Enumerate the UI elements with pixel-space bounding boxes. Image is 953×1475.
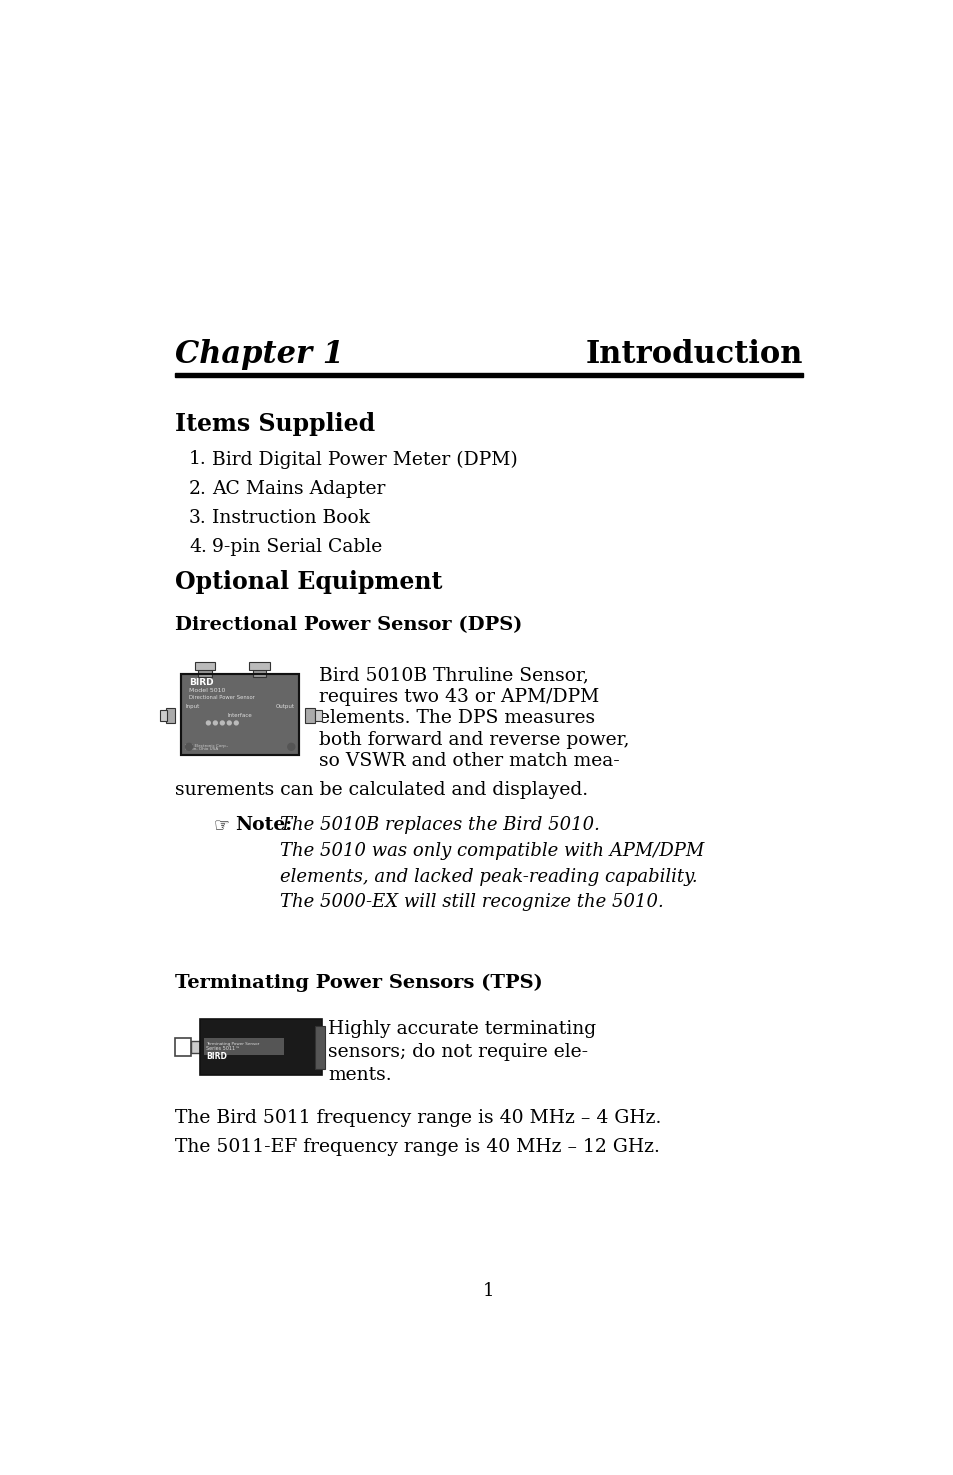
Bar bbox=[305, 708, 314, 723]
Text: ☞: ☞ bbox=[213, 816, 230, 833]
Text: Directional Power Sensor (DPS): Directional Power Sensor (DPS) bbox=[174, 617, 522, 634]
Text: The 5010B replaces the Bird 5010.
The 5010 was only compatible with APM/DPM
elem: The 5010B replaces the Bird 5010. The 50… bbox=[280, 816, 704, 912]
Text: ments.: ments. bbox=[328, 1066, 392, 1084]
Text: Solon, Ohio USA: Solon, Ohio USA bbox=[185, 748, 218, 751]
Text: Bird 5010B Thruline Sensor,: Bird 5010B Thruline Sensor, bbox=[319, 665, 588, 684]
Text: elements. The DPS measures: elements. The DPS measures bbox=[319, 709, 595, 727]
Bar bbox=[253, 670, 266, 677]
Bar bbox=[191, 1041, 199, 1053]
Text: Terminating Power Sensors (TPS): Terminating Power Sensors (TPS) bbox=[174, 974, 542, 993]
Text: Output: Output bbox=[275, 705, 294, 709]
Text: 1.: 1. bbox=[189, 450, 207, 469]
Text: Note:: Note: bbox=[235, 816, 293, 833]
Circle shape bbox=[288, 743, 294, 751]
Text: The Bird 5011 frequency range is 40 MHz – 4 GHz.: The Bird 5011 frequency range is 40 MHz … bbox=[174, 1109, 660, 1127]
Text: Model 5010: Model 5010 bbox=[189, 687, 225, 692]
Text: requires two 43 or APM/DPM: requires two 43 or APM/DPM bbox=[319, 687, 598, 705]
Text: Interface: Interface bbox=[228, 712, 253, 718]
Circle shape bbox=[227, 721, 231, 724]
Text: Bird Electronic Corp.,: Bird Electronic Corp., bbox=[185, 743, 228, 748]
Bar bbox=[174, 1038, 191, 1056]
Text: Series 5011™: Series 5011™ bbox=[206, 1046, 240, 1052]
Text: 3.: 3. bbox=[189, 509, 207, 527]
Text: Input: Input bbox=[185, 705, 199, 709]
Text: BIRD: BIRD bbox=[189, 678, 213, 687]
Text: sensors; do not require ele-: sensors; do not require ele- bbox=[328, 1043, 588, 1061]
Circle shape bbox=[234, 721, 238, 724]
Bar bbox=[198, 670, 212, 677]
Bar bbox=[166, 708, 174, 723]
Text: Chapter 1: Chapter 1 bbox=[174, 339, 344, 370]
Text: BIRD: BIRD bbox=[206, 1052, 227, 1061]
Text: The 5011-EF frequency range is 40 MHz – 12 GHz.: The 5011-EF frequency range is 40 MHz – … bbox=[174, 1137, 659, 1156]
Text: Bird Digital Power Meter (DPM): Bird Digital Power Meter (DPM) bbox=[212, 450, 517, 469]
Text: 4.: 4. bbox=[189, 538, 207, 556]
Circle shape bbox=[213, 721, 217, 724]
Bar bbox=[314, 1025, 325, 1069]
Bar bbox=[159, 709, 167, 721]
Bar bbox=[249, 662, 270, 670]
Bar bbox=[314, 709, 322, 721]
Bar bbox=[204, 1038, 283, 1055]
Text: Optional Equipment: Optional Equipment bbox=[174, 569, 442, 594]
Bar bbox=[181, 674, 298, 755]
Text: so VSWR and other match mea-: so VSWR and other match mea- bbox=[319, 752, 619, 770]
Bar bbox=[199, 1019, 322, 1075]
Text: Highly accurate terminating: Highly accurate terminating bbox=[328, 1021, 596, 1038]
Text: AC Mains Adapter: AC Mains Adapter bbox=[212, 479, 385, 497]
Bar bbox=[195, 662, 215, 670]
Text: Items Supplied: Items Supplied bbox=[174, 412, 375, 435]
Text: 1: 1 bbox=[482, 1282, 495, 1299]
Text: Instruction Book: Instruction Book bbox=[212, 509, 370, 527]
Text: Introduction: Introduction bbox=[585, 339, 802, 370]
Circle shape bbox=[220, 721, 224, 724]
Text: 2.: 2. bbox=[189, 479, 207, 497]
Text: Terminating Power Sensor: Terminating Power Sensor bbox=[206, 1041, 259, 1046]
Circle shape bbox=[185, 743, 193, 751]
Text: 9-pin Serial Cable: 9-pin Serial Cable bbox=[212, 538, 382, 556]
Text: both forward and reverse power,: both forward and reverse power, bbox=[319, 730, 629, 749]
Bar bbox=[174, 373, 802, 378]
Bar bbox=[181, 674, 298, 755]
Text: surements can be calculated and displayed.: surements can be calculated and displaye… bbox=[174, 782, 588, 799]
Text: Directional Power Sensor: Directional Power Sensor bbox=[189, 695, 254, 701]
Circle shape bbox=[206, 721, 210, 724]
